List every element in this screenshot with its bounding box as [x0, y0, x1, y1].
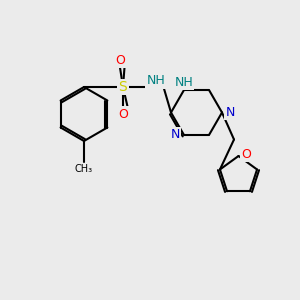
Text: N: N: [171, 128, 180, 141]
Text: CH₃: CH₃: [75, 164, 93, 174]
Text: NH: NH: [174, 76, 193, 88]
Text: N: N: [226, 106, 235, 119]
Text: O: O: [118, 107, 128, 121]
Text: O: O: [115, 53, 125, 67]
Text: S: S: [118, 80, 127, 94]
Text: O: O: [241, 148, 251, 161]
Text: NH: NH: [147, 74, 165, 88]
